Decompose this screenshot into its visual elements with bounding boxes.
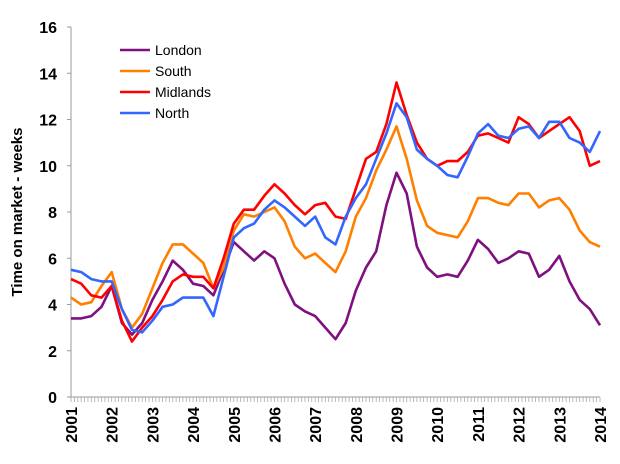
y-tick-label: 10 xyxy=(39,159,57,176)
y-tick-label: 16 xyxy=(39,20,57,37)
y-axis-label: Time on market - weeks xyxy=(9,128,26,297)
x-tick-label: 2014 xyxy=(593,407,610,443)
legend-label-south: South xyxy=(155,63,192,79)
axes: 0 2 4 6 8 10 12 14 16 2001 2002 2003 2004 2005 2006 200… xyxy=(39,20,610,443)
x-tick-label: 2008 xyxy=(349,407,366,443)
y-tick-label: 14 xyxy=(39,66,57,83)
y-tick-label: 6 xyxy=(48,251,57,268)
y-tick-label: 2 xyxy=(48,344,57,361)
x-tick-label: 2009 xyxy=(390,407,407,443)
legend-label-north: North xyxy=(155,105,189,121)
x-tick-label: 2006 xyxy=(267,407,284,443)
legend-label-london: London xyxy=(155,42,202,58)
x-tick-label: 2001 xyxy=(64,407,81,443)
series-line-south xyxy=(70,125,601,329)
x-tick-label: 2011 xyxy=(471,407,488,442)
series-line-north xyxy=(70,102,602,334)
x-tick-label: 2002 xyxy=(105,407,122,443)
x-tick-label: 2003 xyxy=(145,407,162,443)
x-tick-label: 2007 xyxy=(308,407,325,443)
x-tick-label: 2005 xyxy=(227,407,244,443)
x-tick-label: 2004 xyxy=(186,407,203,443)
x-tick-label: 2013 xyxy=(552,407,569,443)
series-lines xyxy=(70,81,602,343)
y-tick-label: 0 xyxy=(48,390,57,407)
y-tick-label: 8 xyxy=(48,205,57,222)
x-tick-label: 2010 xyxy=(430,407,447,443)
x-tick-label: 2012 xyxy=(512,407,529,443)
legend: London South Midlands North xyxy=(120,42,211,121)
y-tick-label: 4 xyxy=(48,298,57,315)
y-tick-label: 12 xyxy=(39,113,57,130)
series-line-london xyxy=(71,171,602,341)
legend-label-midlands: Midlands xyxy=(155,84,211,100)
